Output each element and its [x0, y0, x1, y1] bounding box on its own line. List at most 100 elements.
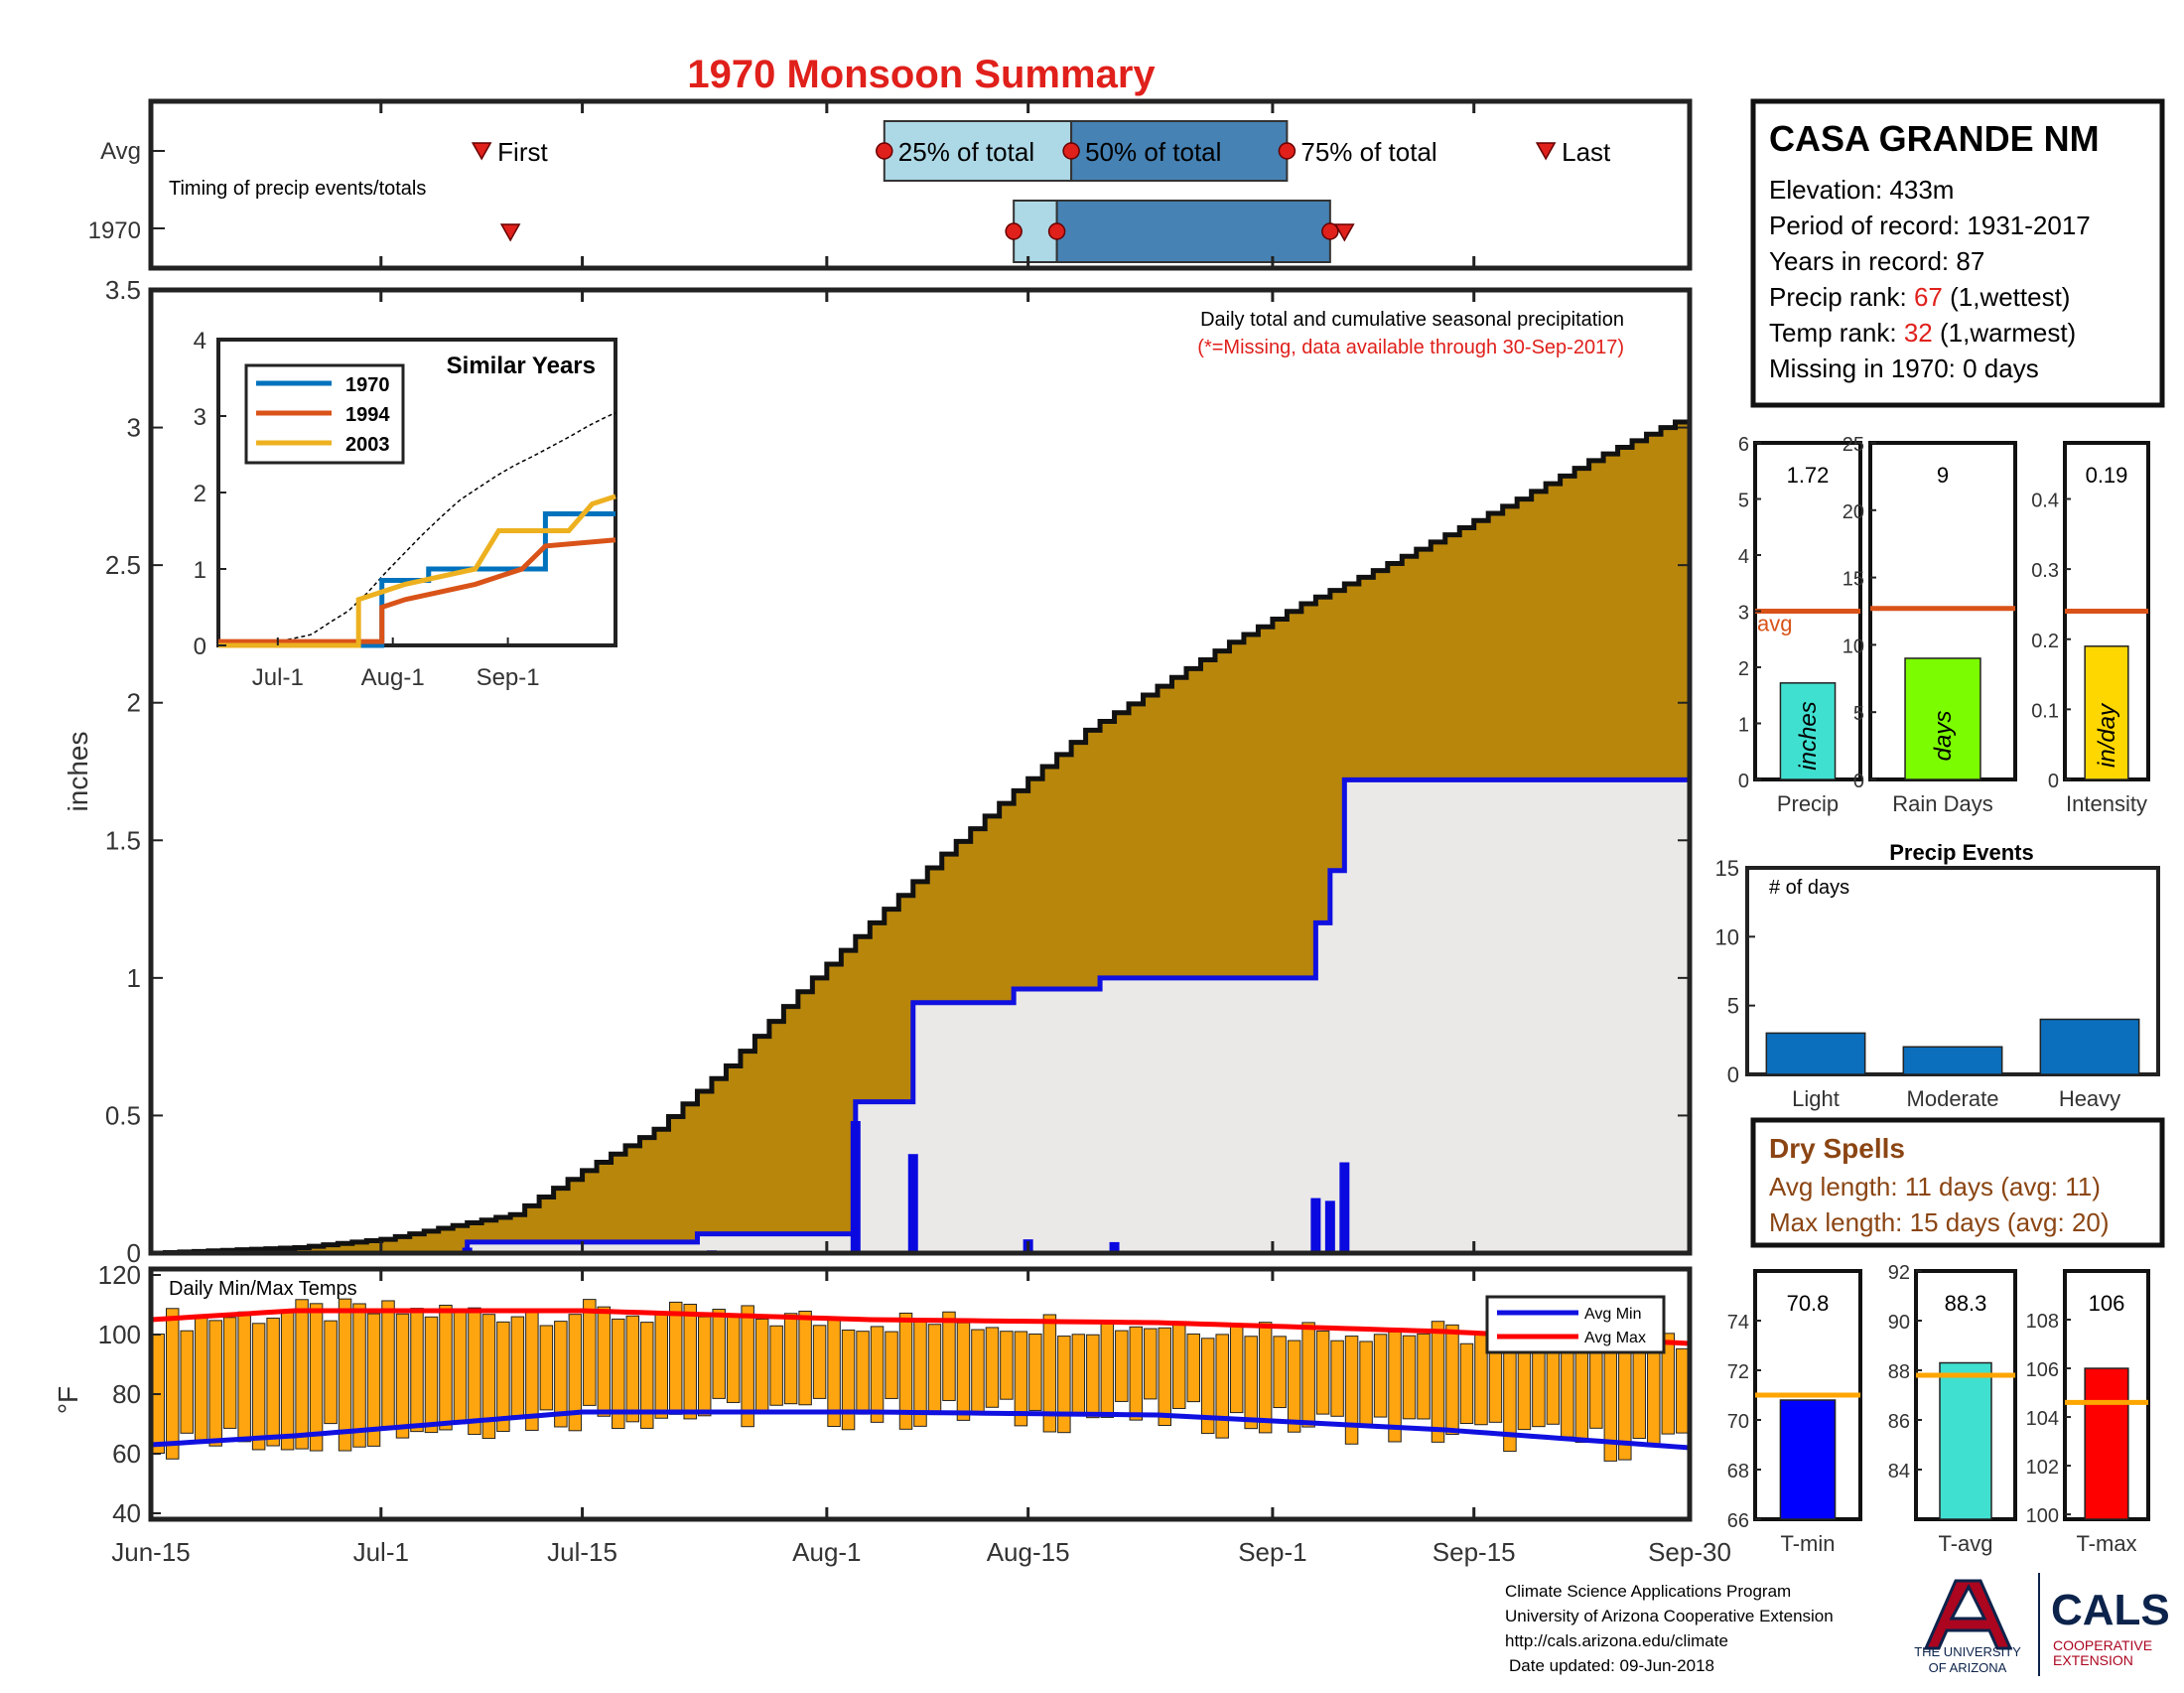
x-tick-label: Aug-15	[987, 1537, 1070, 1567]
station-temp-rank: Temp rank: 32 (1,warmest)	[1769, 318, 2076, 348]
dry-spells-max-length: Max length: 15 days (avg: 20)	[1769, 1207, 2110, 1237]
temp-stat-2-label: T-max	[2076, 1531, 2136, 1556]
daily-temp-bar	[769, 1325, 783, 1406]
daily-precip-bar	[462, 1247, 473, 1253]
daily-temp-bar	[1431, 1321, 1445, 1443]
daily-temp-bar	[424, 1316, 439, 1434]
station-info-box: CASA GRANDE NM Elevation: 433m Period of…	[1750, 98, 2165, 408]
y-tick-label: 1.5	[105, 825, 141, 855]
event-y-tick-label: 0	[1727, 1062, 1739, 1087]
inset-y-tick-label: 2	[194, 481, 206, 507]
daily-temp-bar	[568, 1314, 583, 1432]
x-tick-label: Jun-15	[111, 1537, 191, 1567]
daily-temp-bar	[1287, 1340, 1301, 1433]
y-tick-label: 1	[127, 963, 141, 993]
temp-stat-0-tick-label: 66	[1727, 1510, 1749, 1532]
daily-temp-bar	[712, 1309, 726, 1399]
daily-temp-bar	[668, 1301, 683, 1415]
event-y-tick-label: 15	[1715, 856, 1739, 881]
daily-temp-bar	[1301, 1322, 1315, 1428]
daily-temp-bar	[741, 1305, 754, 1428]
daily-temp-bar	[612, 1318, 625, 1430]
legend-label-1970: 1970	[345, 374, 390, 396]
daily-temp-bar	[812, 1325, 827, 1399]
daily-temp-bar	[1561, 1349, 1574, 1438]
inset-y-tick-label: 3	[194, 404, 206, 431]
daily-temp-bar	[1229, 1323, 1244, 1414]
inset-x-tick-label: Aug-1	[361, 664, 425, 691]
daily-temp-bar	[468, 1307, 481, 1436]
daily-temp-bar	[841, 1329, 856, 1431]
daily-temp-bar	[338, 1298, 352, 1452]
daily-temp-bar	[1086, 1334, 1100, 1419]
station-years: Years in record: 87	[1769, 246, 1984, 276]
daily-temp-bar	[165, 1308, 180, 1460]
daily-temp-bar	[525, 1312, 539, 1431]
stat-0-tick-label: 2	[1738, 658, 1749, 680]
temp-rank-value: 32	[1904, 318, 1933, 348]
stat-0-tick-label: 6	[1738, 434, 1749, 456]
ua-logo: THE UNIVERSITY OF ARIZONA	[1914, 1579, 2021, 1675]
stat-2-tick-label: 0.2	[2031, 631, 2059, 652]
daily-temp-bar	[1100, 1320, 1115, 1418]
event-category-label: Heavy	[2059, 1086, 2120, 1111]
temp-stat-0-bar	[1779, 1399, 1837, 1520]
dry-spells-frame	[1750, 1117, 2165, 1248]
station-frame	[1750, 98, 2165, 408]
chart-title: 1970 Monsoon Summary	[687, 53, 1156, 96]
cals-logo: CALS COOPERATIVE EXTENSION	[2051, 1586, 2170, 1668]
stat-1-tick-label: 25	[1843, 434, 1864, 456]
daily-temp-bar	[1057, 1336, 1071, 1434]
temp-stat-2-tick-label: 104	[2026, 1408, 2059, 1430]
temp-y-label: °F	[53, 1386, 83, 1414]
precip-events-panel: Precip Events Light Moderate Heavy 0 5 10 15 #…	[1715, 840, 2160, 1111]
event-category-label: Light	[1792, 1086, 1840, 1111]
daily-precip-bar	[1324, 1200, 1335, 1253]
stat-1-tick-label: 20	[1843, 501, 1864, 523]
temperature-stat-boxes: 70.8 66 68 70 72 74 T-min 88.3 84 86 88 90 92 T-avg 10…	[1727, 1262, 2150, 1556]
ua-logo-text-2: OF ARIZONA	[1929, 1660, 2007, 1675]
daily-temp-bar	[1129, 1326, 1144, 1421]
temp-stat-0-value: 70.8	[1787, 1291, 1830, 1316]
daily-temp-bar	[1676, 1347, 1690, 1434]
daily-temp-bar	[1071, 1334, 1086, 1417]
year-first-triangle	[499, 223, 521, 242]
temp-stat-0-tick-label: 70	[1727, 1411, 1749, 1433]
stat-0-tick-label: 5	[1738, 491, 1749, 512]
daily-temp-bar	[654, 1312, 668, 1419]
stat-1-bar	[1904, 657, 1981, 780]
stat-2-tick-label: 0.4	[2031, 491, 2059, 512]
footer-url: http://cals.arizona.edu/climate	[1505, 1631, 1728, 1650]
temp-stat-2-tick-label: 100	[2026, 1505, 2059, 1527]
daily-temp-bar	[554, 1321, 568, 1428]
timing-note: Timing of precip events/totals	[169, 178, 426, 200]
daily-temp-bar	[295, 1299, 309, 1450]
station-name: CASA GRANDE NM	[1769, 118, 2100, 159]
daily-temp-bar	[481, 1314, 496, 1440]
daily-temp-bar	[1244, 1336, 1258, 1430]
temperature-chart: 40 60 80 100 120 Daily Min/Max Temps °F Avg …	[53, 1260, 1693, 1528]
daily-temp-bar	[1258, 1322, 1273, 1434]
daily-temp-bar	[640, 1322, 654, 1429]
inset-y-tick-label: 4	[194, 328, 206, 354]
y-tick-label: 0.5	[105, 1100, 141, 1130]
daily-temp-bar	[1315, 1331, 1330, 1415]
inset-title: Similar Years	[447, 353, 596, 379]
legend-label-2003: 2003	[345, 434, 390, 456]
daily-temp-bar	[453, 1310, 468, 1425]
x-tick-label: Sep-1	[1238, 1537, 1306, 1567]
year-p50-marker	[1047, 222, 1066, 240]
avg-first-triangle	[471, 142, 492, 161]
daily-temp-bar	[1474, 1333, 1488, 1426]
x-tick-label: Sep-15	[1433, 1537, 1516, 1567]
year-last-triangle	[1334, 223, 1355, 242]
daily-temp-bar	[439, 1304, 453, 1431]
temp-y-tick-label: 60	[112, 1439, 141, 1469]
temp-panel-label: Daily Min/Max Temps	[169, 1278, 357, 1300]
daily-temp-bar	[1330, 1340, 1344, 1417]
temp-stat-2-tick-label: 108	[2026, 1311, 2059, 1333]
timing-bars	[471, 120, 1557, 263]
precip-y-label: inches	[63, 732, 93, 812]
